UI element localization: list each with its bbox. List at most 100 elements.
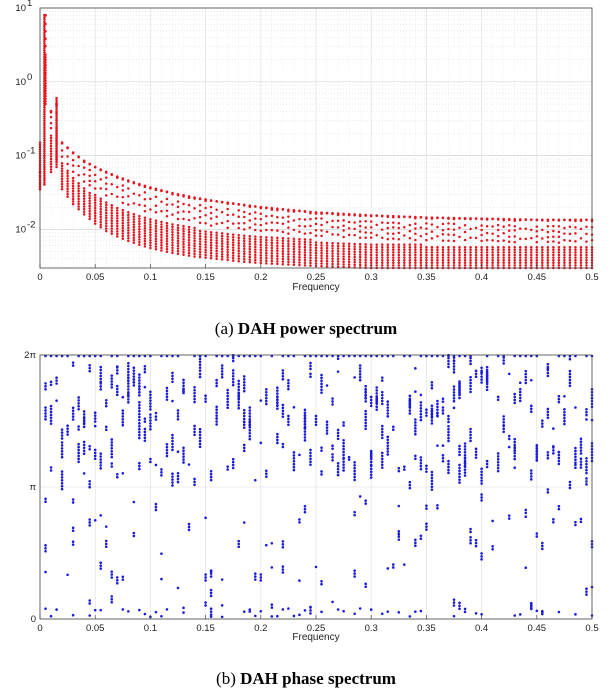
data-point [49, 416, 53, 420]
data-point [463, 256, 467, 259]
data-point [397, 256, 401, 259]
data-point [237, 401, 241, 404]
x-tick-label: 0.2 [254, 272, 267, 283]
data-point [529, 469, 533, 472]
data-point [77, 155, 80, 158]
data-point [518, 381, 522, 385]
data-point [204, 213, 207, 217]
data-point [314, 243, 318, 247]
data-point [110, 452, 114, 456]
data-point [138, 238, 141, 241]
data-point [546, 416, 550, 420]
data-point [242, 210, 246, 214]
data-point [248, 608, 252, 611]
data-point [386, 409, 390, 412]
data-point [568, 354, 572, 358]
data-point [552, 258, 555, 262]
data-point [485, 264, 489, 267]
data-point [93, 173, 97, 177]
data-point [397, 532, 401, 536]
data-point [447, 258, 450, 262]
data-point [176, 471, 180, 475]
data-point [309, 224, 312, 228]
data-point [353, 463, 356, 467]
power-spectrum-chart: 0 0.05 0.1 0.15 0.2 0.25 0.3 0.35 0.4 0.45 0.5 10-… [15, 0, 598, 338]
data-point [44, 412, 47, 415]
data-point [55, 127, 58, 131]
data-point [242, 610, 246, 613]
data-point [447, 414, 450, 418]
data-point [474, 264, 478, 267]
data-point [127, 373, 130, 377]
data-point [452, 385, 456, 388]
data-point [55, 125, 58, 129]
data-point [237, 247, 240, 250]
data-point [182, 455, 185, 458]
data-point [430, 264, 434, 267]
data-point [171, 380, 174, 384]
data-point [43, 172, 46, 175]
data-point [44, 544, 47, 547]
data-point [485, 251, 489, 254]
data-point [49, 422, 53, 425]
data-point [198, 250, 202, 254]
data-point [60, 444, 64, 447]
data-point [563, 232, 566, 235]
data-point [342, 255, 345, 258]
data-point [552, 224, 555, 228]
data-point [469, 530, 472, 534]
data-point [358, 495, 362, 498]
data-point [353, 250, 356, 254]
data-point [458, 447, 461, 451]
data-point [55, 376, 58, 379]
data-point [43, 121, 46, 125]
data-point [342, 235, 345, 239]
data-point [43, 95, 46, 98]
data-point [115, 576, 119, 579]
data-point [585, 587, 588, 590]
data-point [331, 247, 334, 250]
data-point [546, 451, 550, 454]
data-point [66, 162, 69, 166]
data-point [353, 213, 356, 216]
data-point [458, 463, 461, 467]
data-point [364, 213, 367, 217]
data-point [342, 609, 345, 613]
data-point [353, 255, 356, 259]
data-point [215, 423, 218, 426]
data-point [419, 253, 423, 257]
data-point [375, 261, 378, 265]
data-point [55, 107, 58, 111]
data-point [187, 230, 191, 234]
data-point [209, 469, 213, 473]
data-point [60, 167, 64, 170]
data-point [452, 222, 456, 226]
data-point [298, 263, 301, 267]
data-point [115, 581, 119, 585]
data-point [585, 258, 588, 262]
data-point [127, 231, 130, 235]
data-point [364, 424, 367, 428]
data-point [452, 371, 456, 374]
data-point [485, 258, 489, 262]
data-point [49, 136, 53, 140]
data-point [369, 256, 373, 259]
data-point [226, 235, 229, 238]
data-point [535, 452, 539, 456]
data-point [127, 370, 130, 374]
data-point [419, 537, 423, 541]
data-point [231, 236, 235, 239]
data-point [226, 403, 229, 407]
data-point [270, 257, 274, 260]
data-point [209, 607, 213, 611]
data-point [320, 223, 323, 227]
data-point [248, 242, 252, 246]
data-point [226, 201, 229, 205]
data-point [436, 405, 439, 409]
data-point [585, 590, 588, 593]
data-point [43, 163, 46, 167]
data-point [342, 421, 345, 424]
data-point [579, 261, 583, 265]
data-point [248, 240, 252, 243]
data-point [485, 245, 489, 249]
